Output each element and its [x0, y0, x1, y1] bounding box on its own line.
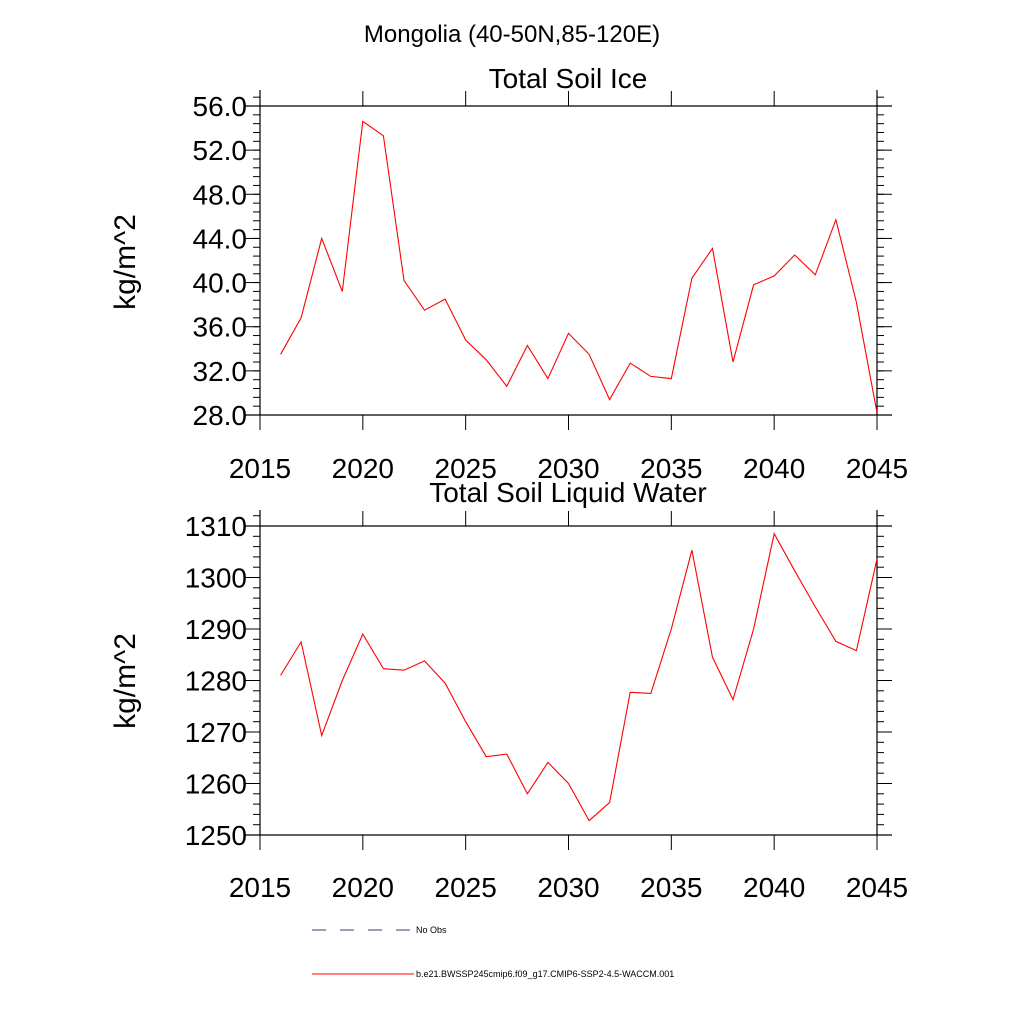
y-tick-label: 40.0 [193, 268, 248, 299]
y-tick-label: 36.0 [193, 312, 248, 343]
legend: No Obs b.e21.BWSSP245cmip6.f09_g17.CMIP6… [312, 925, 674, 979]
x-tick-label: 2015 [229, 872, 291, 903]
y-tick-label: 44.0 [193, 223, 248, 254]
y-axis-label: kg/m^2 [109, 633, 142, 729]
x-tick-label: 2015 [229, 453, 291, 484]
y-tick-label: 48.0 [193, 179, 248, 210]
y-tick-label: 1270 [185, 717, 247, 748]
x-tick-label: 2035 [640, 872, 702, 903]
x-tick-label: 2020 [332, 872, 394, 903]
series-line [280, 120, 878, 413]
legend-label-model-run: b.e21.BWSSP245cmip6.f09_g17.CMIP6-SSP2-4… [416, 969, 674, 979]
chart-panel-soil-ice: Total Soil Ice kg/m^2 2015 2020 2025 2030 2035… [109, 63, 908, 484]
x-tick-label: 2025 [435, 453, 497, 484]
y-tick-label: 28.0 [193, 400, 248, 431]
x-tick-label: 2030 [537, 453, 599, 484]
y-tick-label: 1310 [185, 511, 247, 542]
x-tick-label: 2020 [332, 453, 394, 484]
y-tick-label: 1290 [185, 614, 247, 645]
x-tick-label: 2045 [846, 872, 908, 903]
y-tick-label: 1250 [185, 820, 247, 851]
y-tick-label: 32.0 [193, 356, 248, 387]
chart-panel-soil-liquid-water: Total Soil Liquid Water kg/m^2 2015 2020 202… [109, 477, 908, 903]
series-line [280, 532, 878, 822]
y-tick-label: 1280 [185, 666, 247, 697]
figure-title: Mongolia (40-50N,85-120E) [364, 21, 660, 48]
x-tick-label: 2045 [846, 453, 908, 484]
x-tick-label: 2025 [435, 872, 497, 903]
x-tick-label: 2030 [537, 872, 599, 903]
chart-title: Total Soil Liquid Water [429, 477, 707, 508]
y-axis-label: kg/m^2 [109, 214, 142, 310]
x-tick-label: 2035 [640, 453, 702, 484]
y-tick-label: 52.0 [193, 135, 248, 166]
x-tick-label: 2040 [743, 872, 805, 903]
x-tick-label: 2040 [743, 453, 805, 484]
y-tick-label: 56.0 [193, 91, 248, 122]
legend-label-no-obs: No Obs [416, 925, 447, 935]
chart-title: Total Soil Ice [489, 63, 648, 94]
y-tick-label: 1300 [185, 563, 247, 594]
y-tick-label: 1260 [185, 769, 247, 800]
